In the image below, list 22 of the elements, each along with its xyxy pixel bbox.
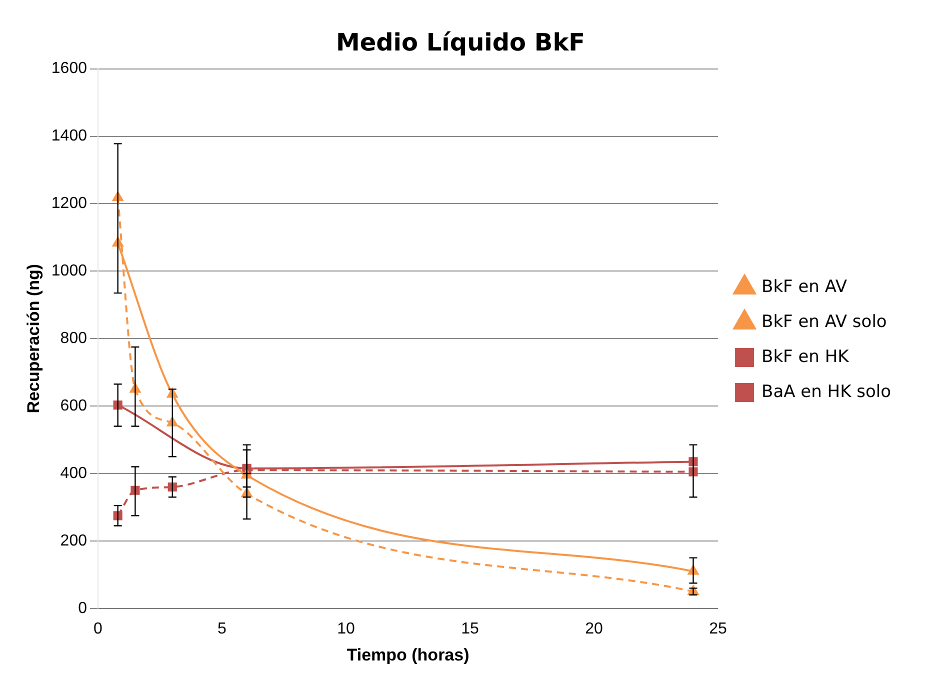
y-axis-title: Recuperación (ng) xyxy=(24,264,43,414)
x-tick-label: 15 xyxy=(461,620,480,638)
y-tick-label: 1400 xyxy=(51,128,88,145)
y-tick-label: 800 xyxy=(60,330,88,348)
y-tick-label: 400 xyxy=(60,464,88,482)
y-tick-label: 1200 xyxy=(51,195,88,212)
x-tick-label: 25 xyxy=(709,620,728,638)
x-tick-label: 20 xyxy=(585,620,604,638)
x-axis-title: Tiempo (horas) xyxy=(346,645,470,664)
y-tick-label: 600 xyxy=(60,397,88,414)
y-tick-label: 1600 xyxy=(51,60,88,78)
chart-title: Medio Líquido BkF xyxy=(336,28,586,57)
legend-label: BkF en AV xyxy=(762,276,848,297)
legend-label: BaA en HK solo xyxy=(762,382,891,402)
x-tick-label: 0 xyxy=(94,620,103,638)
y-tick-label: 0 xyxy=(78,600,88,617)
legend-label: BkF en AV solo xyxy=(762,312,887,332)
x-tick-label: 10 xyxy=(337,620,356,638)
y-tick-label: 1000 xyxy=(51,262,88,280)
x-tick-label: 5 xyxy=(218,620,227,638)
legend-label: BkF en HK xyxy=(762,346,850,367)
y-tick-label: 200 xyxy=(60,532,88,550)
